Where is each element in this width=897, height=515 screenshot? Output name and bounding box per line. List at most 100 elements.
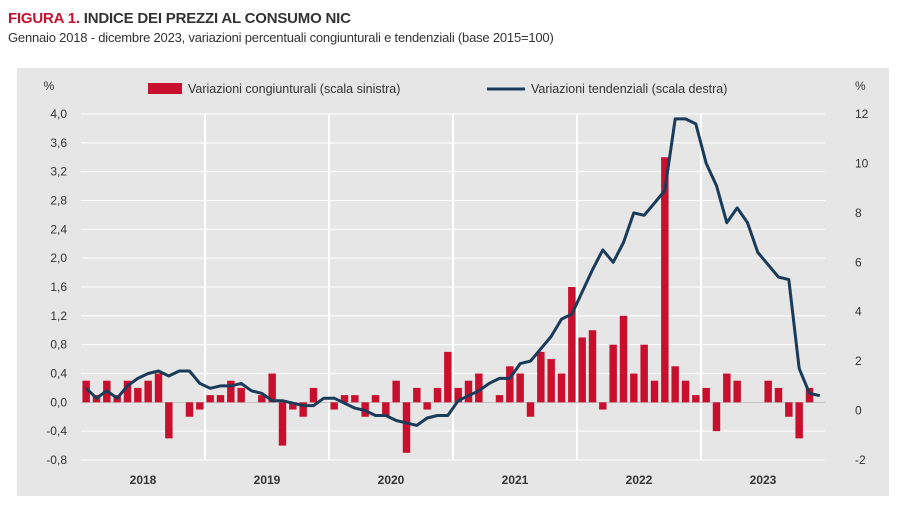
bar (795, 402, 803, 439)
y-left-tick-label: 3,2 (50, 165, 67, 179)
bar (454, 387, 462, 403)
y-left-tick-label: 1,2 (50, 309, 67, 323)
bar (216, 395, 225, 403)
y-left-unit: % (44, 79, 55, 93)
bar (805, 387, 814, 403)
figure-title: INDICE DEI PREZZI AL CONSUMO NIC (83, 10, 351, 27)
bar (154, 373, 163, 403)
bar (268, 373, 276, 403)
bar (495, 395, 504, 403)
bar (371, 395, 380, 403)
chart-container: 4,0 3,6 3,2 2,8 2,4 2,0 1,6 1,2 0,8 0,4 0,0 -0,4 -0,… (17, 68, 889, 496)
y-left-tick-label: 1,6 (50, 280, 67, 294)
bar (475, 373, 483, 403)
combo-chart: 4,0 3,6 3,2 2,8 2,4 2,0 1,6 1,2 0,8 0,4 0,0 -0,4 -0,… (17, 68, 889, 496)
y-right-tick-label: -2 (855, 453, 866, 467)
bar (516, 373, 524, 403)
legend-line-label: Variazioni tendenziali (scala destra) (531, 82, 727, 96)
bar (258, 395, 266, 403)
bar (630, 373, 638, 403)
legend: Variazioni congiunturali (scala sinistra… (148, 82, 727, 96)
legend-bar-label: Variazioni congiunturali (scala sinistra… (188, 82, 400, 96)
chart-header: FIGURA 1. INDICE DEI PREZZI AL CONSUMO N… (8, 10, 888, 45)
y-left-tick-label: 0,8 (50, 338, 67, 352)
bar (661, 157, 669, 403)
bar (712, 402, 721, 432)
bar (568, 287, 576, 403)
bar (785, 402, 793, 417)
bar (227, 380, 235, 403)
bar (444, 351, 452, 403)
bar (185, 402, 194, 417)
line-series (85, 117, 821, 427)
y-right-unit: % (855, 79, 866, 93)
bar (733, 380, 741, 403)
bar (206, 395, 214, 403)
bar (692, 395, 700, 403)
bar (423, 402, 431, 410)
y-right-tick-label: 0 (855, 404, 862, 418)
bar (609, 344, 617, 403)
chart-subtitle: Gennaio 2018 - dicembre 2023, variazioni… (8, 30, 554, 45)
bar (702, 387, 710, 403)
y-left-tick-label: 4,0 (50, 107, 67, 121)
legend-bar-swatch (148, 83, 182, 94)
line-path (85, 117, 821, 427)
bar (547, 359, 555, 403)
y-right-tick-label: 12 (855, 107, 869, 121)
bar (289, 402, 297, 410)
x-year-label: 2023 (750, 473, 777, 487)
bar (557, 373, 566, 403)
bar (650, 380, 659, 403)
y-left-tick-label: -0,4 (46, 424, 67, 438)
bar (671, 366, 679, 403)
y-left-tick-label: 2,8 (50, 194, 67, 208)
bar (402, 402, 411, 453)
y-left-tick-label: 2,4 (50, 222, 67, 236)
bar (330, 402, 338, 410)
x-year-label: 2020 (378, 473, 405, 487)
bar (640, 344, 648, 403)
x-year-label: 2018 (130, 473, 157, 487)
bar (599, 402, 607, 410)
axes: 4,0 3,6 3,2 2,8 2,4 2,0 1,6 1,2 0,8 0,4 0,0 -0,4 -0,… (44, 79, 869, 487)
x-year-label: 2019 (254, 473, 281, 487)
bar (537, 351, 545, 403)
y-left-tick-label: 0,0 (50, 395, 67, 409)
y-right-tick-label: 10 (855, 156, 869, 170)
bar (351, 395, 359, 403)
x-year-label: 2022 (626, 473, 653, 487)
bar (237, 387, 245, 403)
y-left-tick-label: 2,0 (50, 251, 67, 265)
y-left-tick-label: 3,6 (50, 136, 67, 150)
grid-lines (81, 113, 825, 461)
bar (196, 402, 204, 410)
bar (82, 380, 90, 403)
x-year-label: 2021 (502, 473, 529, 487)
bar (526, 402, 535, 417)
bar (165, 402, 173, 439)
bar (413, 387, 421, 403)
bar (392, 380, 400, 403)
bar (723, 373, 731, 403)
bar (278, 402, 287, 446)
bar (382, 402, 390, 417)
bar (123, 380, 132, 403)
bar (340, 395, 349, 403)
bar (619, 315, 628, 403)
bar (588, 330, 597, 403)
chart-title: FIGURA 1. INDICE DEI PREZZI AL CONSUMO N… (8, 10, 888, 27)
y-left-tick-label: -0,8 (46, 453, 67, 467)
bar (464, 380, 473, 403)
y-right-tick-label: 8 (855, 206, 862, 220)
figure-label: FIGURA 1. (8, 10, 80, 27)
bar (309, 387, 318, 403)
y-right-tick-label: 2 (855, 354, 862, 368)
bar (134, 387, 142, 403)
y-right-tick-label: 6 (855, 255, 862, 269)
bar (506, 366, 514, 403)
bar (578, 337, 586, 403)
bar (774, 387, 783, 403)
bar (764, 380, 772, 403)
bar (299, 402, 307, 417)
